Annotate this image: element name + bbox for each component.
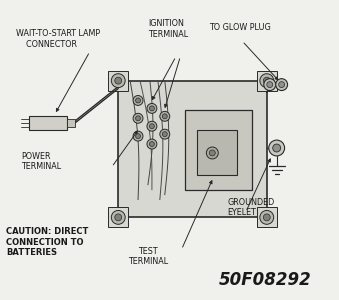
Circle shape: [147, 139, 157, 149]
Circle shape: [160, 111, 170, 121]
Circle shape: [273, 144, 281, 152]
Circle shape: [111, 74, 125, 88]
Bar: [118, 81, 267, 218]
Circle shape: [115, 77, 122, 84]
Text: TO GLOW PLUG: TO GLOW PLUG: [210, 23, 271, 32]
Text: IGNITION
TERMINAL: IGNITION TERMINAL: [148, 19, 188, 39]
Bar: [257, 208, 277, 227]
Circle shape: [264, 79, 276, 91]
Bar: [67, 119, 75, 127]
Circle shape: [269, 140, 285, 156]
Circle shape: [206, 147, 218, 159]
Bar: [29, 116, 67, 130]
Bar: [108, 71, 128, 91]
Circle shape: [160, 129, 170, 139]
Circle shape: [149, 142, 154, 146]
Text: 50F08292: 50F08292: [219, 271, 312, 289]
Circle shape: [133, 131, 143, 141]
Circle shape: [210, 150, 215, 156]
Circle shape: [133, 95, 143, 105]
Text: CAUTION: DIRECT
CONNECTION TO
BATTERIES: CAUTION: DIRECT CONNECTION TO BATTERIES: [6, 227, 89, 257]
Circle shape: [162, 132, 167, 136]
Circle shape: [267, 82, 273, 88]
Text: GROUNDED
EYELET: GROUNDED EYELET: [227, 198, 274, 217]
Text: POWER
TERMINAL: POWER TERMINAL: [21, 152, 61, 171]
Circle shape: [136, 134, 141, 139]
Circle shape: [260, 74, 274, 88]
Circle shape: [162, 114, 167, 119]
Text: WAIT-TO-START LAMP
    CONNECTOR: WAIT-TO-START LAMP CONNECTOR: [16, 29, 100, 49]
Circle shape: [263, 77, 270, 84]
Circle shape: [149, 124, 154, 129]
Circle shape: [279, 82, 285, 88]
Bar: [185, 110, 252, 190]
Bar: [108, 208, 128, 227]
Circle shape: [133, 113, 143, 123]
Circle shape: [263, 214, 270, 221]
Circle shape: [149, 106, 154, 111]
Circle shape: [147, 121, 157, 131]
Bar: [257, 71, 277, 91]
Circle shape: [136, 116, 141, 121]
Bar: [197, 130, 237, 175]
Circle shape: [260, 210, 274, 224]
Circle shape: [136, 98, 141, 103]
Circle shape: [111, 210, 125, 224]
Circle shape: [147, 103, 157, 113]
Text: TEST
TERMINAL: TEST TERMINAL: [128, 247, 168, 266]
Circle shape: [276, 79, 287, 91]
Circle shape: [115, 214, 122, 221]
